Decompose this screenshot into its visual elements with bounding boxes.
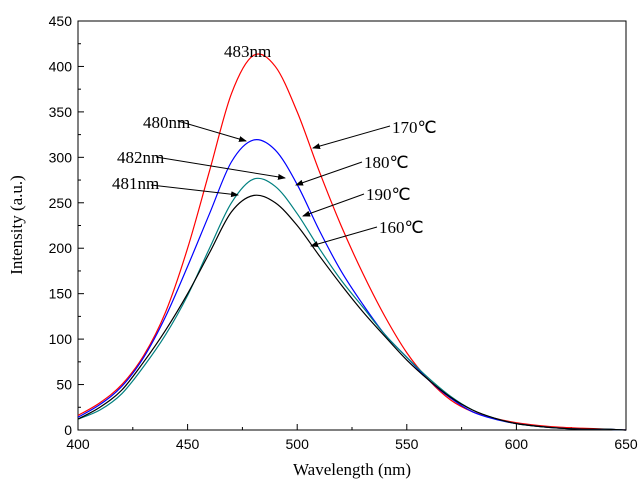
series-line-160 — [77, 194, 627, 431]
arrow-peak-180 — [177, 120, 247, 142]
y-axis-label: Intensity (a.u.) — [7, 175, 26, 275]
x-tick-label: 600 — [505, 436, 529, 452]
series-line-190 — [77, 177, 627, 431]
arrow-peak-160 — [150, 184, 239, 198]
peak-label-170: 483nm — [224, 42, 271, 61]
peak-label-160: 481nm — [112, 174, 159, 193]
series-line-180 — [77, 139, 627, 431]
plot-frame — [77, 20, 627, 431]
arrow-temp-190 — [302, 193, 365, 217]
y-tick-label: 150 — [49, 286, 73, 302]
arrow-temp-160 — [310, 226, 378, 247]
y-tick-label: 450 — [49, 13, 73, 29]
temp-label-180: 180℃ — [364, 153, 409, 172]
y-tick-label: 0 — [64, 422, 72, 438]
x-tick-label: 500 — [286, 436, 310, 452]
x-tick-label: 400 — [66, 436, 90, 452]
arrow-temp-180 — [295, 161, 363, 186]
arrow-temp-170 — [312, 125, 391, 149]
peak-label-180: 480nm — [143, 113, 190, 132]
temp-label-160: 160℃ — [379, 218, 424, 237]
x-tick-label: 450 — [176, 436, 200, 452]
y-tick-label: 350 — [49, 104, 73, 120]
temp-label-190: 190℃ — [366, 185, 411, 204]
x-tick-label: 650 — [614, 436, 638, 452]
y-axis-ticks: 0 50 100 150 200 250 300 350 400 450 — [49, 13, 84, 438]
y-tick-label: 300 — [49, 149, 73, 165]
peak-label-190: 482nm — [117, 148, 164, 167]
arrow-peak-190 — [155, 156, 286, 180]
y-tick-label: 250 — [49, 195, 73, 211]
y-tick-label: 200 — [49, 240, 73, 256]
x-tick-label: 550 — [395, 436, 419, 452]
x-axis-ticks: 400 450 500 550 600 650 — [66, 424, 638, 452]
series-group — [77, 53, 627, 431]
y-tick-label: 100 — [49, 331, 73, 347]
temp-label-170: 170℃ — [392, 118, 437, 137]
x-axis-label: Wavelength (nm) — [293, 460, 411, 479]
y-tick-label: 50 — [56, 377, 72, 393]
y-tick-label: 400 — [49, 58, 73, 74]
series-line-170 — [77, 53, 627, 431]
